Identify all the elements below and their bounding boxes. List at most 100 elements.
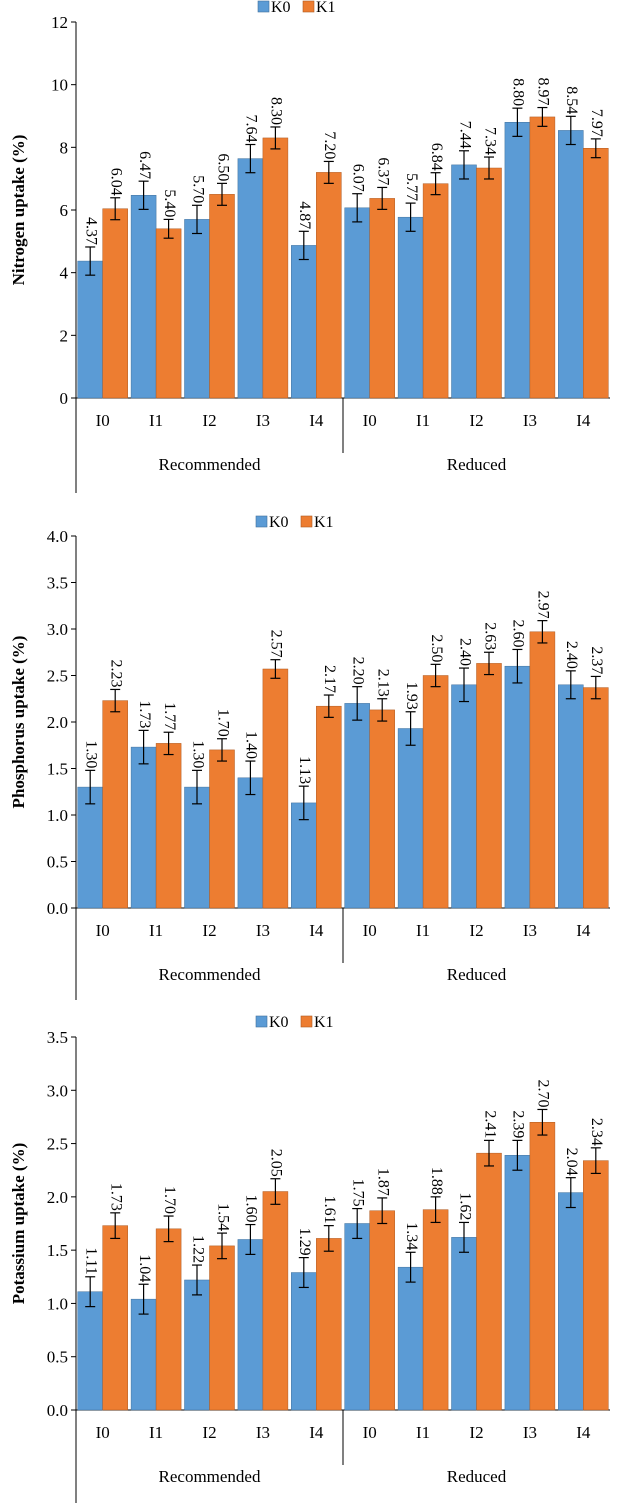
data-label: 6.37	[375, 157, 392, 185]
data-label: 1.62	[456, 1192, 473, 1220]
x-category-label: I2	[469, 921, 483, 940]
nitrogen-bar-k1-9	[583, 148, 609, 399]
nitrogen-bar-k0-5	[344, 207, 370, 399]
x-category-label: I0	[363, 921, 377, 940]
potassium-bar-k0-3	[237, 1239, 264, 1411]
phosphorus-bar-k0-0	[77, 786, 103, 909]
data-label: 1.34	[403, 1222, 420, 1250]
data-label: 1.13	[296, 756, 313, 784]
phosphorus-bar-k0-8	[504, 665, 531, 909]
y-tick-label: 12	[51, 13, 68, 32]
x-category-label: I2	[202, 411, 216, 430]
y-tick-label: 1.0	[47, 1294, 68, 1313]
x-category-label: I0	[96, 921, 110, 940]
y-tick-label: 10	[51, 76, 68, 95]
data-label: 1.93	[403, 682, 420, 710]
x-category-label: I0	[363, 1423, 377, 1442]
phosphorus-chart-panel: K0 K1 0.0 0.5 1.0 1.5 2.0 2.5 3.0 3.5 4.0 Phosphoru…	[0, 500, 618, 1003]
data-label: 7.34	[481, 127, 498, 155]
data-label: 1.29	[296, 1228, 313, 1256]
legend-k1-swatch	[302, 0, 315, 13]
data-label: 7.97	[588, 109, 605, 137]
data-label: 2.97	[535, 591, 552, 619]
x-category-label: I0	[96, 411, 110, 430]
potassium-bar-k1-3	[262, 1191, 289, 1411]
data-label: 5.77	[403, 173, 420, 201]
legend-k1-swatch	[300, 1015, 313, 1028]
nitrogen-bar-k1-8	[529, 116, 556, 399]
y-tick-label: 2	[60, 326, 69, 345]
potassium-bar-k0-2	[184, 1279, 210, 1411]
y-axis-title: Nitrogen uptake (%)	[9, 135, 28, 286]
x-category-label: I3	[256, 411, 270, 430]
potassium-bar-k0-6	[397, 1266, 424, 1411]
phosphorus-bar-k1-6	[422, 675, 449, 909]
nitrogen-bar-k0-7	[451, 164, 477, 399]
nitrogen-bar-k0-3	[237, 158, 264, 399]
data-label: 5.70	[189, 175, 206, 203]
legend-k1-swatch	[300, 515, 313, 528]
x-category-label: I3	[523, 1423, 537, 1442]
data-label: 1.54	[214, 1203, 231, 1231]
data-label: 6.07	[350, 164, 367, 192]
x-category-label: I2	[202, 921, 216, 940]
phosphorus-bar-k1-3	[262, 668, 289, 909]
potassium-bar-k0-1	[130, 1298, 157, 1411]
potassium-chart-panel: K0 K1 0.0 0.5 1.0 1.5 2.0 2.5 3.0 3.5 Potassium up…	[0, 1000, 618, 1505]
potassium-bar-k1-4	[316, 1238, 342, 1411]
data-label: 2.05	[268, 1149, 285, 1177]
nitrogen-uptake-chart: K0 K1 0 2 4 6 8 10 12 Nitrogen uptake (%) 4.37 6.04…	[9, 0, 610, 493]
data-label: 8.97	[535, 78, 552, 106]
x-category-label: I4	[309, 411, 324, 430]
data-label: 7.64	[243, 115, 260, 143]
group-label-reduced: Reduced	[447, 455, 507, 474]
y-tick-label: 4.0	[47, 527, 68, 546]
x-category-label: I1	[416, 921, 430, 940]
x-category-label: I4	[576, 921, 591, 940]
nitrogen-bar-k1-7	[476, 167, 502, 399]
potassium-bar-k0-4	[291, 1272, 317, 1411]
data-label: 4.37	[83, 217, 100, 245]
data-label: 7.44	[456, 121, 473, 149]
x-category-label: I4	[309, 921, 324, 940]
data-label: 1.70	[161, 1186, 178, 1214]
data-label: 2.63	[481, 622, 498, 650]
phosphorus-uptake-chart: K0 K1 0.0 0.5 1.0 1.5 2.0 2.5 3.0 3.5 4.0 Phosphoru…	[9, 514, 610, 1003]
phosphorus-bar-k0-1	[130, 746, 157, 909]
data-label: 1.70	[214, 709, 231, 737]
legend-k1-label: K1	[314, 514, 334, 531]
nitrogen-bar-k1-1	[155, 228, 182, 399]
x-category-label: I3	[256, 1423, 270, 1442]
data-label: 6.47	[136, 151, 153, 179]
y-tick-label: 8	[60, 138, 69, 157]
data-label: 1.77	[161, 702, 178, 730]
data-label: 1.40	[243, 731, 260, 759]
legend-k0-label: K0	[269, 1014, 289, 1031]
legend-k0-label: K0	[269, 514, 289, 531]
x-category-label: I4	[576, 1423, 591, 1442]
y-tick-label: 2.5	[47, 667, 68, 686]
data-label: 6.04	[108, 168, 125, 196]
y-tick-label: 1.5	[47, 1241, 68, 1260]
data-label: 1.30	[83, 740, 100, 768]
data-label: 5.40	[161, 189, 178, 217]
potassium-bar-k0-8	[504, 1155, 531, 1411]
potassium-bar-k0-7	[451, 1237, 477, 1411]
legend-k0-label: K0	[271, 0, 291, 16]
data-label: 2.40	[563, 641, 580, 669]
phosphorus-bar-k1-0	[102, 700, 128, 909]
data-label: 2.50	[428, 634, 445, 662]
nitrogen-bar-k1-5	[369, 198, 395, 399]
data-label: 2.23	[108, 659, 125, 687]
data-label: 1.04	[136, 1254, 153, 1282]
data-label: 2.13	[375, 669, 392, 697]
y-tick-label: 2.5	[47, 1135, 68, 1154]
x-category-label: I4	[309, 1423, 324, 1442]
data-label: 2.34	[588, 1118, 605, 1146]
y-tick-label: 2.0	[47, 713, 68, 732]
data-label: 1.61	[321, 1196, 338, 1224]
x-category-label: I1	[149, 411, 163, 430]
nitrogen-bar-k0-6	[397, 216, 424, 399]
x-category-label: I3	[523, 411, 537, 430]
nitrogen-bar-k0-2	[184, 219, 210, 399]
